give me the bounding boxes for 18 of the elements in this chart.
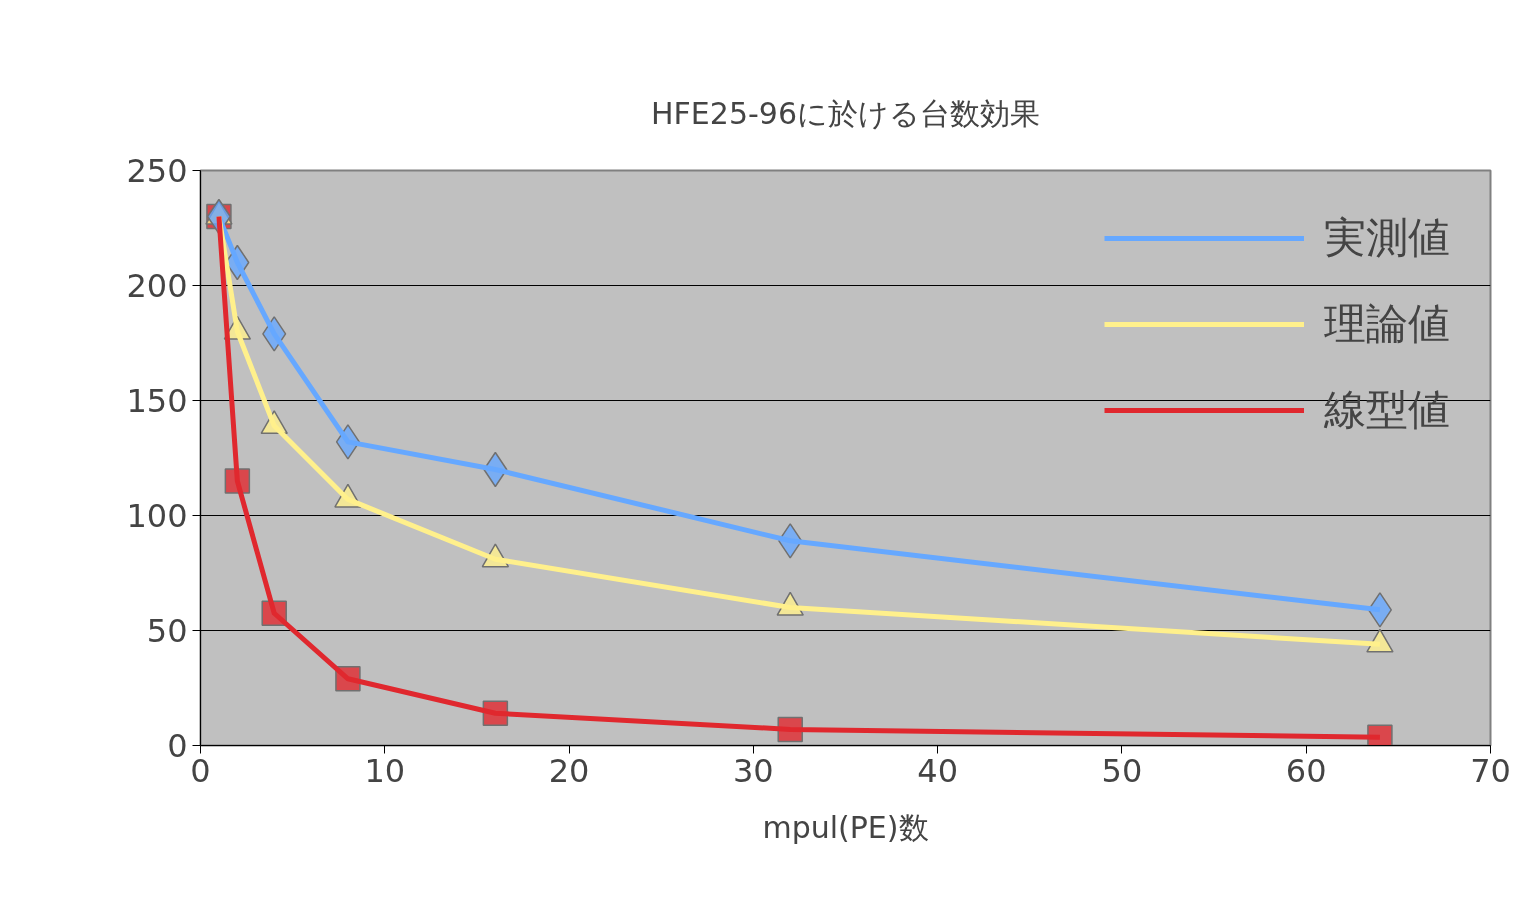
y-tick-label: 250 bbox=[126, 152, 188, 190]
legend-label: 実測値 bbox=[1324, 212, 1450, 264]
legend-label: 線型値 bbox=[1324, 384, 1450, 436]
x-tick-label: 30 bbox=[733, 751, 774, 790]
x-tick-label: 10 bbox=[364, 751, 406, 790]
x-tick-label: 50 bbox=[1101, 751, 1143, 790]
y-tick-label: 150 bbox=[126, 382, 188, 420]
y-tick-label: 200 bbox=[126, 267, 188, 305]
y-tick-label: 50 bbox=[146, 612, 188, 650]
x-tick-label: 60 bbox=[1285, 751, 1327, 790]
x-tick-label: 20 bbox=[548, 751, 590, 790]
x-tick-label: 40 bbox=[917, 751, 958, 790]
y-tick-label: 100 bbox=[126, 497, 188, 535]
y-tick-label: 0 bbox=[167, 727, 188, 765]
legend-label: 理論値 bbox=[1324, 298, 1450, 350]
chart-title: HFE25-96に於ける台数効果 bbox=[651, 95, 1040, 131]
x-tick-label: 70 bbox=[1470, 751, 1511, 790]
x-axis-title: mpul(PE)数 bbox=[762, 809, 929, 845]
